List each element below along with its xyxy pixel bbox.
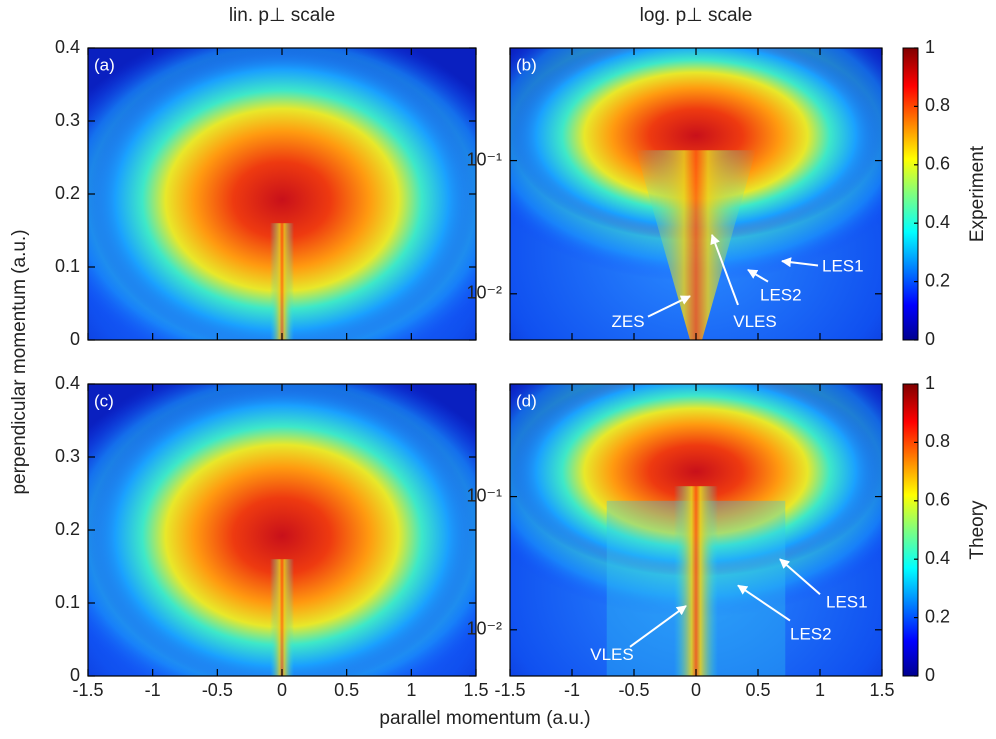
panel-title: log. p⊥ scale <box>640 5 753 26</box>
x-tick-label: 1 <box>815 680 825 700</box>
x-tick-label: 0 <box>691 680 701 700</box>
annotation: ZES <box>611 312 644 331</box>
annotation: VLES <box>733 312 776 331</box>
heatmap <box>510 384 882 676</box>
colorbar-label: Experiment <box>967 145 988 242</box>
y-axis-label: perpendicular momentum (a.u.) <box>9 229 30 494</box>
y-tick-label: 0.3 <box>55 446 80 466</box>
heatmap <box>510 48 882 340</box>
annotation-arrow <box>747 269 769 283</box>
x-tick-label: 1 <box>406 680 416 700</box>
x-tick-label: -0.5 <box>202 680 233 700</box>
panel-title: lin. p⊥ scale <box>229 5 335 26</box>
panel-label: (b) <box>516 55 537 74</box>
annotation-arrow <box>647 295 691 318</box>
x-axis-label: parallel momentum (a.u.) <box>379 708 590 729</box>
colorbar-tick-label: 1 <box>925 373 935 393</box>
panel-label: (a) <box>94 55 115 74</box>
colorbar-tick-label: 0.2 <box>925 270 950 290</box>
y-tick-label: 10⁻¹ <box>466 485 502 505</box>
heatmap-stripe <box>270 223 294 340</box>
colorbar-tick-label: 0.8 <box>925 95 950 115</box>
colorbar-tick-label: 0.6 <box>925 154 950 174</box>
colorbar <box>902 47 919 341</box>
heatmap-stripe <box>270 559 294 676</box>
panel-label: (d) <box>516 391 537 410</box>
annotation: VLES <box>590 645 633 664</box>
x-tick-label: -1.5 <box>72 680 103 700</box>
colorbar-tick-label: 0.4 <box>925 548 950 568</box>
annotation-arrow <box>710 233 739 306</box>
x-tick-label: -0.5 <box>618 680 649 700</box>
colorbar-tick-label: 0 <box>925 665 935 685</box>
annotation-arrow <box>737 584 791 622</box>
y-tick-label: 0.1 <box>55 592 80 612</box>
annotation: LES2 <box>790 625 832 644</box>
heatmap <box>88 384 476 676</box>
x-tick-label: 0.5 <box>745 680 770 700</box>
colorbar-tick-label: 0.4 <box>925 212 950 232</box>
heatmap-core <box>88 48 476 340</box>
y-tick-label: 0 <box>70 329 80 349</box>
x-tick-label: 0.5 <box>334 680 359 700</box>
heatmap-stripe <box>674 486 718 676</box>
heatmap-core <box>510 48 882 241</box>
x-tick-label: -1 <box>564 680 580 700</box>
y-tick-label: 10⁻² <box>466 619 502 639</box>
annotation: LES2 <box>760 286 802 305</box>
colorbar-label: Theory <box>967 500 988 560</box>
colorbar-tick-label: 0.8 <box>925 431 950 451</box>
panel-label: (c) <box>94 391 114 410</box>
y-tick-label: 0.4 <box>55 37 80 57</box>
x-tick-label: 1.5 <box>869 680 894 700</box>
y-tick-label: 10⁻¹ <box>466 149 502 169</box>
colorbar-tick-label: 1 <box>925 37 935 57</box>
heatmap-funnel <box>636 150 756 340</box>
x-tick-label: -1.5 <box>494 680 525 700</box>
annotation: LES1 <box>822 256 864 275</box>
annotation-arrow <box>779 558 821 595</box>
x-tick-label: 1.5 <box>463 680 488 700</box>
x-tick-label: -1 <box>145 680 161 700</box>
annotation: LES1 <box>826 592 868 611</box>
heatmap-core <box>510 384 882 577</box>
heatmap-core <box>88 384 476 676</box>
colorbar <box>902 383 919 677</box>
y-tick-label: 0.4 <box>55 373 80 393</box>
y-tick-label: 0 <box>70 665 80 685</box>
y-tick-label: 0.2 <box>55 519 80 539</box>
annotation-arrow <box>629 605 687 648</box>
annotation-arrow <box>781 257 819 268</box>
y-tick-label: 0.1 <box>55 256 80 276</box>
y-tick-label: 0.3 <box>55 110 80 130</box>
y-tick-label: 10⁻² <box>466 283 502 303</box>
colorbar-tick-label: 0.6 <box>925 490 950 510</box>
y-tick-label: 0.2 <box>55 183 80 203</box>
heatmap <box>88 48 476 340</box>
colorbar-tick-label: 0.2 <box>925 606 950 626</box>
colorbar-tick-label: 0 <box>925 329 935 349</box>
x-tick-label: 0 <box>277 680 287 700</box>
